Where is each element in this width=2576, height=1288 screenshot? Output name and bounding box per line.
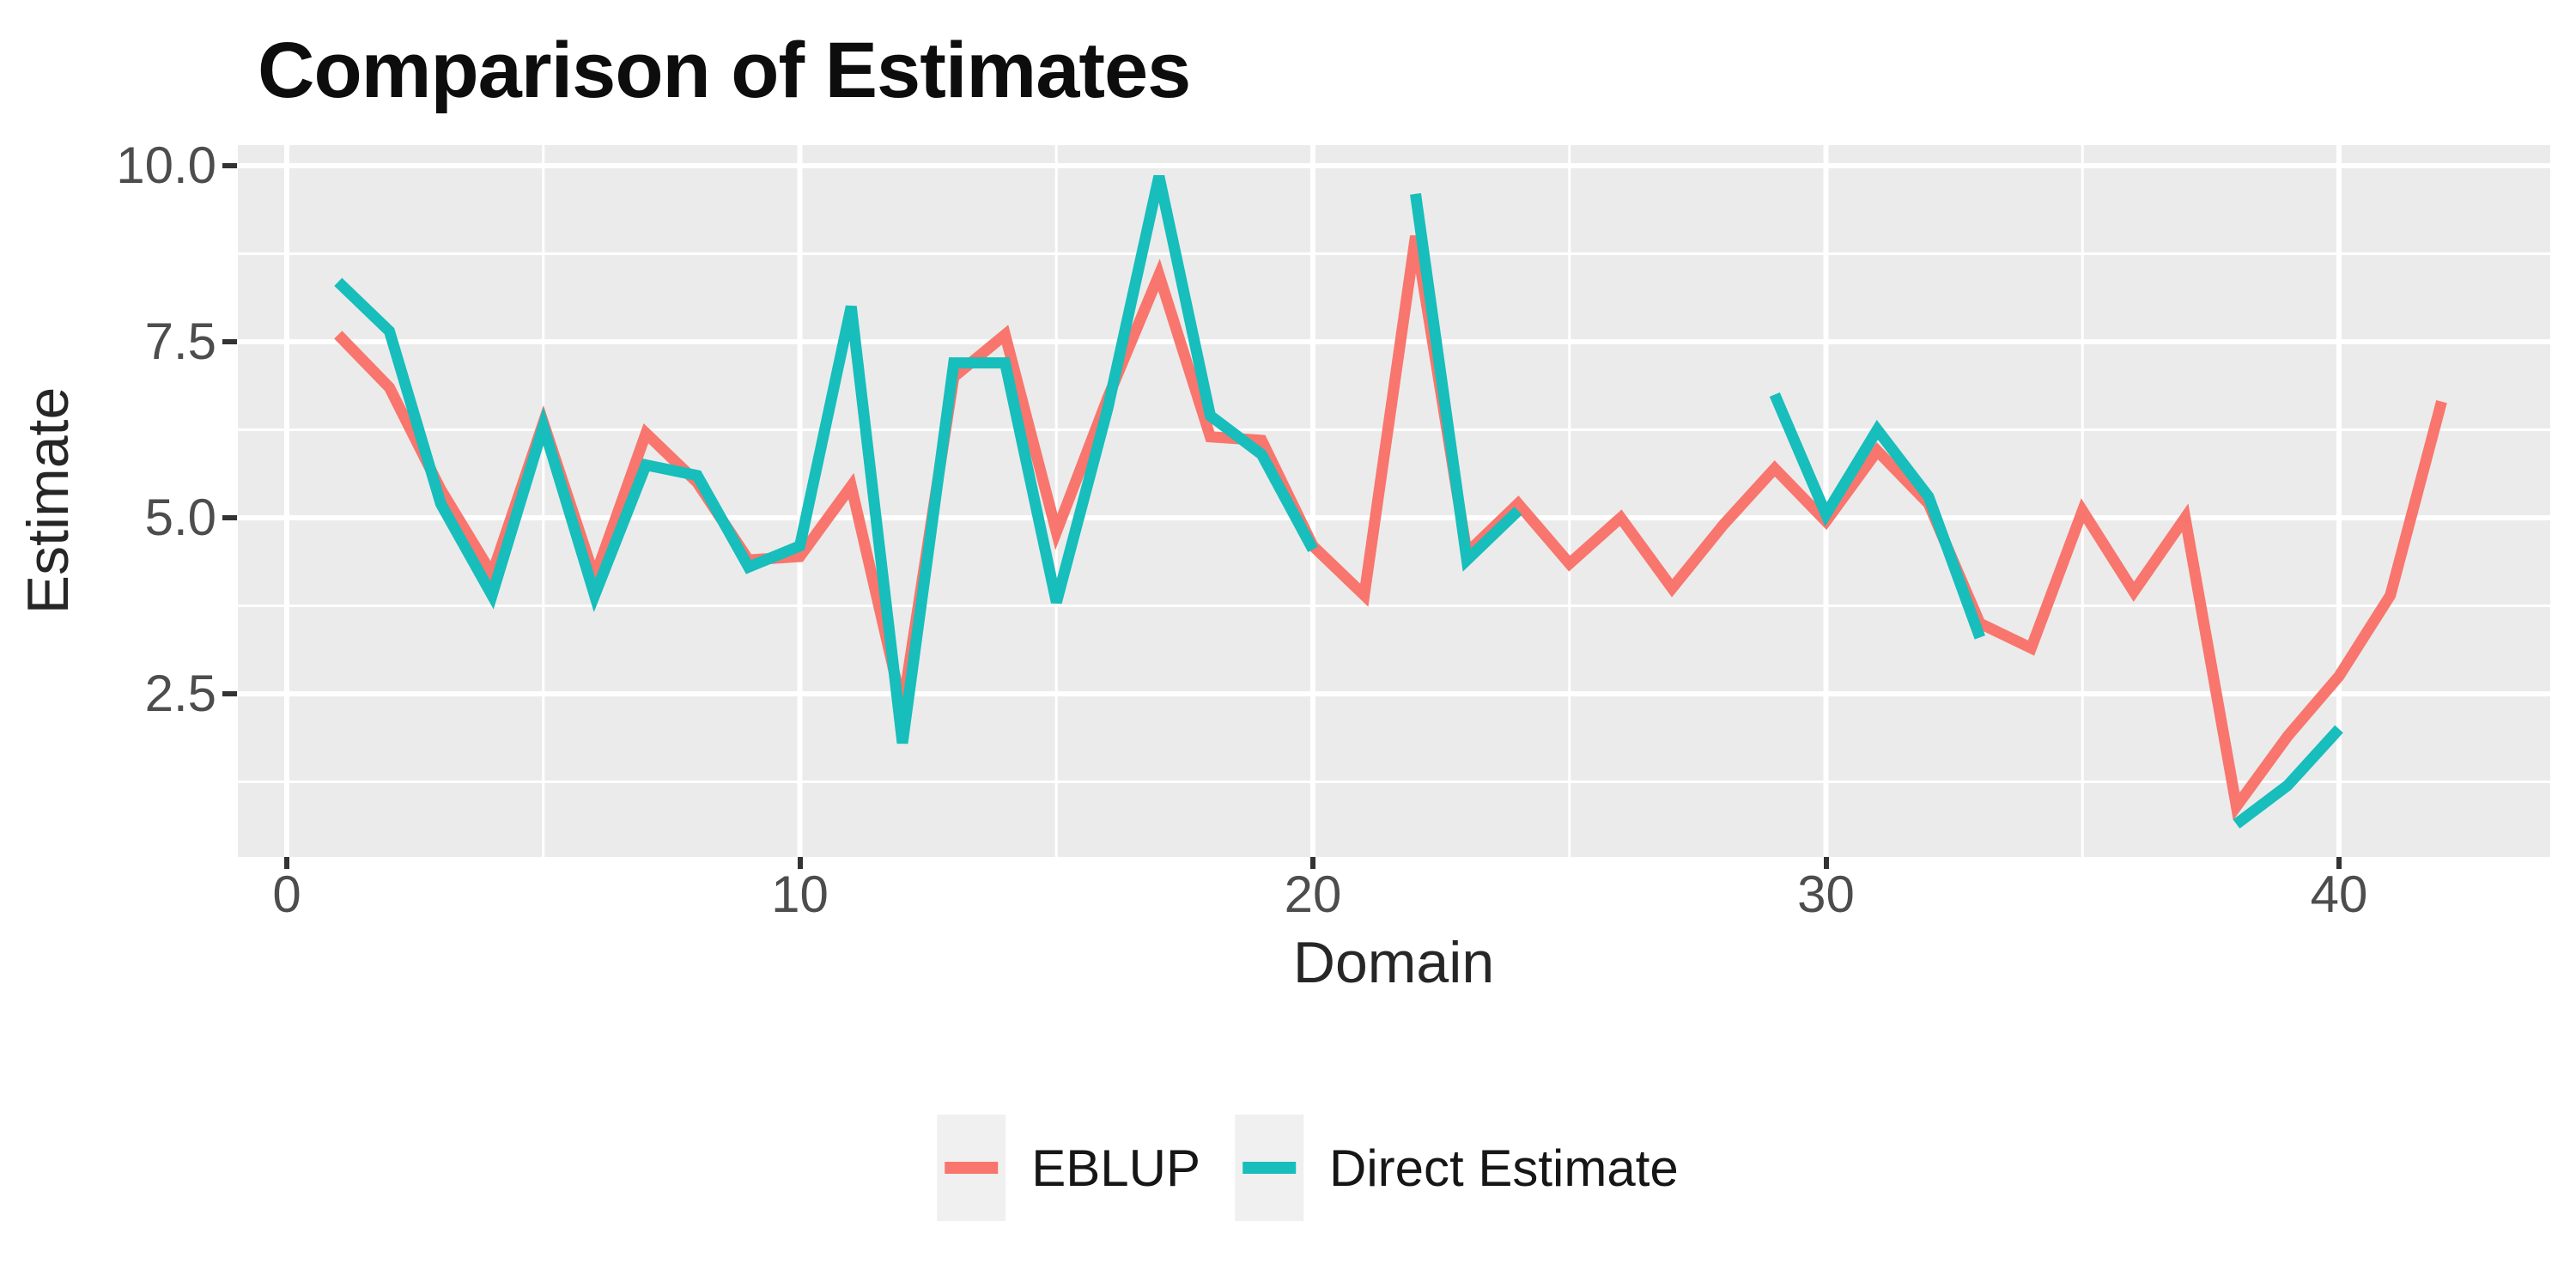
y-tick-label: 5.0 [144, 489, 216, 546]
y-tick-label: 2.5 [144, 665, 216, 722]
x-tick-label: 40 [2310, 866, 2368, 923]
y-tick-mark [222, 163, 237, 168]
legend-line-swatch [1242, 1162, 1296, 1174]
legend: EBLUP Direct Estimate [937, 1115, 1679, 1221]
legend-item: Direct Estimate [1235, 1115, 1679, 1221]
chart-svg [238, 145, 2550, 857]
y-tick-mark [222, 515, 237, 520]
series-line-direct-estimate [334, 174, 1318, 744]
legend-key [937, 1115, 1006, 1221]
x-tick-label: 0 [272, 866, 301, 923]
x-tick-mark [284, 857, 289, 869]
legend-label: EBLUP [1031, 1139, 1200, 1197]
y-tick-mark [222, 691, 237, 696]
chart-title: Comparison of Estimates [258, 27, 1191, 114]
x-tick-label: 10 [771, 866, 829, 923]
x-tick-label: 30 [1797, 866, 1855, 923]
legend-key [1235, 1115, 1303, 1221]
y-tick-label: 7.5 [144, 313, 216, 370]
plot-panel [238, 145, 2550, 857]
x-axis-title: Domain [1292, 930, 1495, 995]
legend-label: Direct Estimate [1329, 1139, 1679, 1197]
x-tick-mark [2336, 857, 2342, 869]
series-line-direct-estimate [2233, 725, 2343, 829]
series-line-eblup [334, 234, 2447, 821]
series-line-direct-estimate [1769, 392, 1985, 640]
legend-line-swatch [945, 1162, 999, 1174]
x-tick-mark [797, 857, 803, 869]
y-tick-label: 10.0 [116, 137, 216, 194]
legend-item: EBLUP [937, 1115, 1200, 1221]
x-tick-mark [1310, 857, 1315, 869]
x-tick-mark [1823, 857, 1829, 869]
series-line-direct-estimate [1410, 192, 1522, 572]
y-axis-title: Estimate [15, 386, 81, 615]
x-tick-label: 20 [1284, 866, 1342, 923]
y-tick-mark [222, 339, 237, 344]
